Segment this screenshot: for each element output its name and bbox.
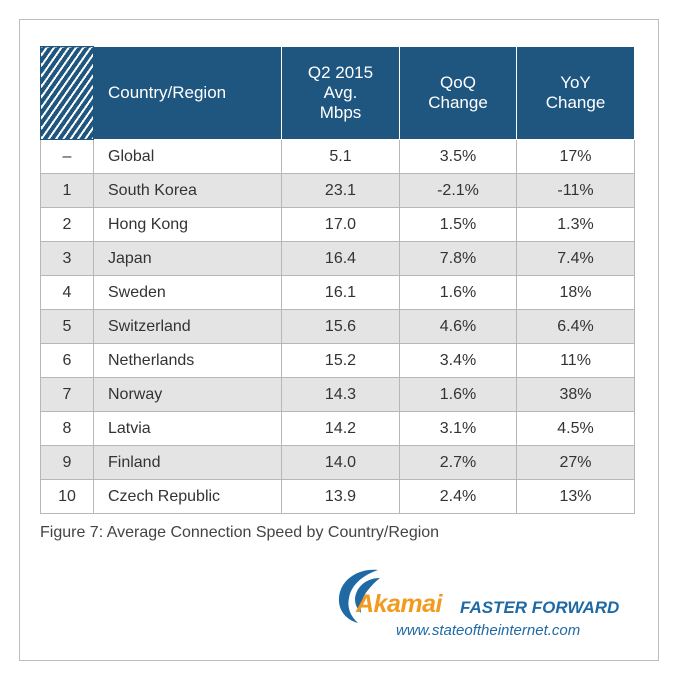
country-header: Country/Region — [93, 46, 282, 140]
table-row: 2 Hong Kong 17.0 1.5% 1.3% — [40, 207, 635, 242]
akamai-brand-name: Akamai — [356, 590, 442, 618]
table-row: 8 Latvia 14.2 3.1% 4.5% — [40, 411, 635, 446]
qoq-cell: 3.1% — [399, 411, 517, 446]
table-row: 3 Japan 16.4 7.8% 7.4% — [40, 241, 635, 276]
qoq-cell: 2.4% — [399, 479, 517, 514]
qoq-cell: 1.6% — [399, 377, 517, 412]
table-body: – Global 5.1 3.5% 17% 1 South Korea 23.1 -2.1% -1… — [40, 139, 635, 514]
speed-cell: 15.2 — [281, 343, 400, 378]
figure-caption: Figure 7: Average Connection Speed by Co… — [40, 524, 440, 541]
table-row: 1 South Korea 23.1 -2.1% -11% — [40, 173, 635, 208]
yoy-cell: 18% — [516, 275, 635, 310]
rank-header-hatch — [40, 46, 94, 140]
speed-cell: 16.1 — [281, 275, 400, 310]
akamai-logo: Akamai FASTER FORWARD www.stateoftheinte… — [330, 566, 650, 650]
rank-cell: 10 — [40, 479, 94, 514]
connection-speed-table: Country/Region Q2 2015 Avg. Mbps QoQ Change… — [40, 46, 635, 514]
table-row: 10 Czech Republic 13.9 2.4% 13% — [40, 479, 635, 514]
qoq-cell: 3.4% — [399, 343, 517, 378]
table-row: 4 Sweden 16.1 1.6% 18% — [40, 275, 635, 310]
table-header-row: Country/Region Q2 2015 Avg. Mbps QoQ Change… — [40, 46, 635, 140]
country-cell: Netherlands — [93, 343, 282, 378]
country-cell: Sweden — [93, 275, 282, 310]
yoy-cell: 7.4% — [516, 241, 635, 276]
speed-cell: 15.6 — [281, 309, 400, 344]
yoy-cell: -11% — [516, 173, 635, 208]
akamai-swoosh-icon — [338, 569, 380, 623]
country-cell: Finland — [93, 445, 282, 480]
qoq-cell: 1.6% — [399, 275, 517, 310]
figure-frame — [19, 19, 659, 661]
rank-cell: 7 — [40, 377, 94, 412]
country-cell: Global — [93, 139, 282, 174]
country-cell: Norway — [93, 377, 282, 412]
yoy-cell: 38% — [516, 377, 635, 412]
country-cell: South Korea — [93, 173, 282, 208]
qoq-header: QoQ Change — [399, 46, 517, 140]
speed-cell: 14.3 — [281, 377, 400, 412]
logo-url: www.stateoftheinternet.com — [396, 622, 581, 639]
logo-tagline: FASTER FORWARD — [460, 598, 620, 617]
yoy-cell: 6.4% — [516, 309, 635, 344]
speed-cell: 13.9 — [281, 479, 400, 514]
speed-cell: 5.1 — [281, 139, 400, 174]
rank-cell: 3 — [40, 241, 94, 276]
rank-cell: – — [40, 139, 94, 174]
rank-cell: 2 — [40, 207, 94, 242]
yoy-cell: 11% — [516, 343, 635, 378]
speed-cell: 14.0 — [281, 445, 400, 480]
country-cell: Czech Republic — [93, 479, 282, 514]
speed-cell: 14.2 — [281, 411, 400, 446]
rank-cell: 5 — [40, 309, 94, 344]
yoy-cell: 27% — [516, 445, 635, 480]
yoy-cell: 4.5% — [516, 411, 635, 446]
country-cell: Switzerland — [93, 309, 282, 344]
yoy-cell: 1.3% — [516, 207, 635, 242]
rank-cell: 6 — [40, 343, 94, 378]
table-row: 9 Finland 14.0 2.7% 27% — [40, 445, 635, 480]
speed-header: Q2 2015 Avg. Mbps — [281, 46, 400, 140]
yoy-cell: 17% — [516, 139, 635, 174]
qoq-cell: -2.1% — [399, 173, 517, 208]
rank-cell: 8 — [40, 411, 94, 446]
country-cell: Hong Kong — [93, 207, 282, 242]
table-row: – Global 5.1 3.5% 17% — [40, 139, 635, 174]
qoq-cell: 4.6% — [399, 309, 517, 344]
table-row: 7 Norway 14.3 1.6% 38% — [40, 377, 635, 412]
yoy-cell: 13% — [516, 479, 635, 514]
qoq-cell: 3.5% — [399, 139, 517, 174]
table-row: 6 Netherlands 15.2 3.4% 11% — [40, 343, 635, 378]
country-cell: Latvia — [93, 411, 282, 446]
rank-cell: 9 — [40, 445, 94, 480]
country-cell: Japan — [93, 241, 282, 276]
qoq-cell: 7.8% — [399, 241, 517, 276]
qoq-cell: 1.5% — [399, 207, 517, 242]
speed-cell: 16.4 — [281, 241, 400, 276]
yoy-header: YoY Change — [516, 46, 635, 140]
table-row: 5 Switzerland 15.6 4.6% 6.4% — [40, 309, 635, 344]
speed-cell: 23.1 — [281, 173, 400, 208]
rank-cell: 4 — [40, 275, 94, 310]
qoq-cell: 2.7% — [399, 445, 517, 480]
rank-cell: 1 — [40, 173, 94, 208]
speed-cell: 17.0 — [281, 207, 400, 242]
